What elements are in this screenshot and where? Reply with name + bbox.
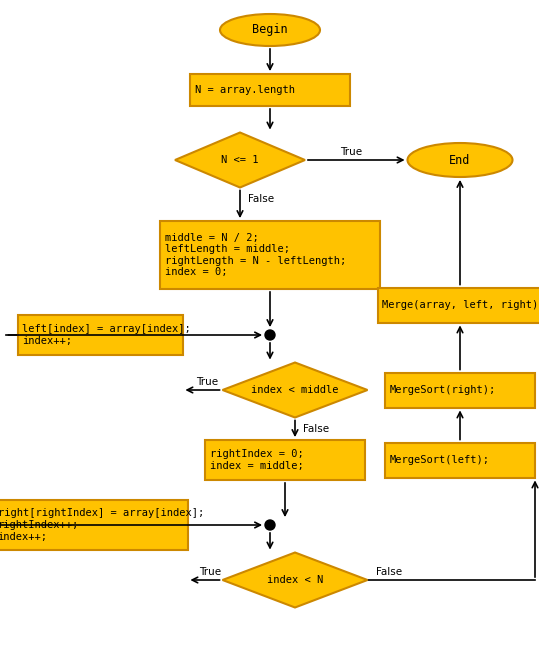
Text: N = array.length: N = array.length (195, 85, 295, 95)
Circle shape (265, 330, 275, 340)
Text: Begin: Begin (252, 23, 288, 37)
Text: True: True (196, 377, 218, 387)
FancyBboxPatch shape (205, 440, 365, 480)
Text: False: False (376, 567, 403, 577)
Text: End: End (450, 153, 471, 167)
Text: False: False (303, 424, 329, 434)
Polygon shape (175, 133, 305, 187)
Text: MergeSort(left);: MergeSort(left); (390, 455, 490, 465)
FancyBboxPatch shape (17, 315, 183, 355)
Text: index < N: index < N (267, 575, 323, 585)
Text: True: True (199, 567, 221, 577)
Polygon shape (223, 363, 368, 418)
FancyBboxPatch shape (385, 373, 535, 408)
Text: MergeSort(right);: MergeSort(right); (390, 385, 496, 395)
Text: index < middle: index < middle (251, 385, 338, 395)
FancyBboxPatch shape (160, 221, 380, 289)
Ellipse shape (220, 14, 320, 46)
Ellipse shape (407, 143, 513, 177)
Text: N <= 1: N <= 1 (221, 155, 259, 165)
Text: rightIndex = 0;
index = middle;: rightIndex = 0; index = middle; (210, 450, 304, 471)
Text: left[index] = array[index];
index++;: left[index] = array[index]; index++; (23, 324, 191, 346)
Text: True: True (340, 147, 362, 157)
Circle shape (265, 520, 275, 530)
FancyBboxPatch shape (190, 74, 350, 106)
FancyBboxPatch shape (385, 442, 535, 477)
Text: middle = N / 2;
leftLength = middle;
rightLength = N - leftLength;
index = 0;: middle = N / 2; leftLength = middle; rig… (165, 232, 346, 278)
Text: right[rightIndex] = array[index];
rightIndex++;
index++;: right[rightIndex] = array[index]; rightI… (0, 509, 204, 542)
Text: False: False (248, 195, 274, 205)
FancyBboxPatch shape (0, 500, 188, 550)
FancyBboxPatch shape (377, 288, 539, 323)
Polygon shape (223, 552, 368, 608)
Text: Merge(array, left, right);: Merge(array, left, right); (383, 300, 539, 310)
